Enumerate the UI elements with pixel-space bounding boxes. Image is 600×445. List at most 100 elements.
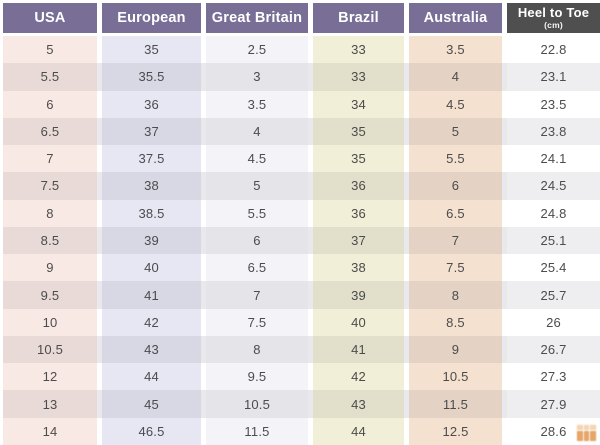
table-cell: 34 [313, 90, 404, 118]
table-cell: 35.5 [102, 63, 201, 91]
table-cell: 14 [3, 417, 97, 445]
table-cell: 7.5 [206, 308, 308, 336]
table-cell: 38 [313, 254, 404, 282]
table-header-row: USA European Great Britain Brazil Austra… [3, 3, 600, 33]
table-cell: 25.1 [507, 226, 600, 255]
table-cell: 7 [409, 226, 502, 255]
table-cell: 12 [3, 363, 97, 391]
table-cell: 36 [313, 199, 404, 227]
table-cell: 12.5 [409, 417, 502, 445]
table-cell: 39 [313, 281, 404, 309]
table-cell: 5.5 [3, 63, 97, 91]
column-header-usa: USA [3, 3, 97, 33]
table-row: 14 46.5 11.5 44 12.5 28.6 [3, 417, 600, 445]
table-cell: 44 [313, 417, 404, 445]
table-row: 10.5 43 8 41 9 26.7 [3, 335, 600, 364]
table-cell: 7 [3, 145, 97, 173]
table-row: 9 40 6.5 38 7.5 25.4 [3, 254, 600, 282]
table-cell: 44 [102, 363, 201, 391]
table-cell: 11.5 [206, 417, 308, 445]
table-cell: 2.5 [206, 36, 308, 64]
table-cell: 8 [206, 335, 308, 364]
table-row: 6.5 37 4 35 5 23.8 [3, 117, 600, 146]
table-cell: 23.1 [507, 63, 600, 91]
table-cell: 10.5 [206, 390, 308, 418]
table-cell: 38.5 [102, 199, 201, 227]
table-cell: 42 [102, 308, 201, 336]
column-header-heel-to-toe-unit: (cm) [544, 20, 563, 31]
table-cell: 24.1 [507, 145, 600, 173]
table-cell: 45 [102, 390, 201, 418]
table-cell: 40 [102, 254, 201, 282]
table-cell: 41 [313, 335, 404, 364]
table-row: 6 36 3.5 34 4.5 23.5 [3, 90, 600, 118]
table-cell: 5 [3, 36, 97, 64]
table-cell: 3 [206, 63, 308, 91]
table-cell: 6.5 [206, 254, 308, 282]
column-header-australia: Australia [409, 3, 502, 33]
column-header-european: European [102, 3, 201, 33]
table-row: 10 42 7.5 40 8.5 26 [3, 308, 600, 336]
table-cell: 8.5 [409, 308, 502, 336]
column-header-heel-to-toe: Heel to Toe (cm) [507, 3, 600, 33]
table-cell: 6 [409, 172, 502, 200]
table-body: 5 35 2.5 33 3.5 22.8 5.5 35.5 3 33 4 23.1 6 36 3.5 34 4.… [3, 36, 600, 445]
table-cell: 35 [313, 117, 404, 146]
table-cell: 37.5 [102, 145, 201, 173]
table-cell: 36 [313, 172, 404, 200]
table-cell: 41 [102, 281, 201, 309]
table-cell: 35 [102, 36, 201, 64]
table-cell: 11.5 [409, 390, 502, 418]
table-cell: 42 [313, 363, 404, 391]
table-cell: 7 [206, 281, 308, 309]
table-cell: 9 [409, 335, 502, 364]
column-header-heel-to-toe-label: Heel to Toe [517, 5, 590, 21]
table-cell: 9 [3, 254, 97, 282]
table-cell: 33 [313, 63, 404, 91]
table-cell: 27.9 [507, 390, 600, 418]
table-row: 13 45 10.5 43 11.5 27.9 [3, 390, 600, 418]
table-cell: 3.5 [206, 90, 308, 118]
table-cell: 3.5 [409, 36, 502, 64]
table-cell: 26.7 [507, 335, 600, 364]
table-cell: 37 [102, 117, 201, 146]
table-row: 8.5 39 6 37 7 25.1 [3, 226, 600, 255]
table-cell: 38 [102, 172, 201, 200]
table-cell: 26 [507, 308, 600, 336]
table-cell: 39 [102, 226, 201, 255]
table-cell: 22.8 [507, 36, 600, 64]
table-cell: 6.5 [409, 199, 502, 227]
table-cell: 46.5 [102, 417, 201, 445]
table-cell: 5 [206, 172, 308, 200]
table-cell: 5.5 [409, 145, 502, 173]
table-cell: 4.5 [206, 145, 308, 173]
table-cell: 36 [102, 90, 201, 118]
table-row: 8 38.5 5.5 36 6.5 24.8 [3, 199, 600, 227]
table-cell: 23.5 [507, 90, 600, 118]
column-header-great-britain: Great Britain [206, 3, 308, 33]
table-cell: 23.8 [507, 117, 600, 146]
table-cell: 25.7 [507, 281, 600, 309]
table-cell: 6.5 [3, 117, 97, 146]
table-cell: 40 [313, 308, 404, 336]
table-cell: 10.5 [409, 363, 502, 391]
table-cell: 10.5 [3, 335, 97, 364]
table-cell: 5.5 [206, 199, 308, 227]
table-cell: 8 [409, 281, 502, 309]
table-cell: 43 [102, 335, 201, 364]
table-cell: 8.5 [3, 226, 97, 255]
table-cell: 7.5 [3, 172, 97, 200]
table-cell: 27.3 [507, 363, 600, 391]
table-cell: 13 [3, 390, 97, 418]
table-row: 9.5 41 7 39 8 25.7 [3, 281, 600, 309]
table-cell: 7.5 [409, 254, 502, 282]
table-cell: 5 [409, 117, 502, 146]
table-cell: 24.8 [507, 199, 600, 227]
table-cell: 43 [313, 390, 404, 418]
table-cell: 25.4 [507, 254, 600, 282]
table-cell: 37 [313, 226, 404, 255]
table-cell: 6 [206, 226, 308, 255]
table-cell: 8 [3, 199, 97, 227]
table-cell: 6 [3, 90, 97, 118]
